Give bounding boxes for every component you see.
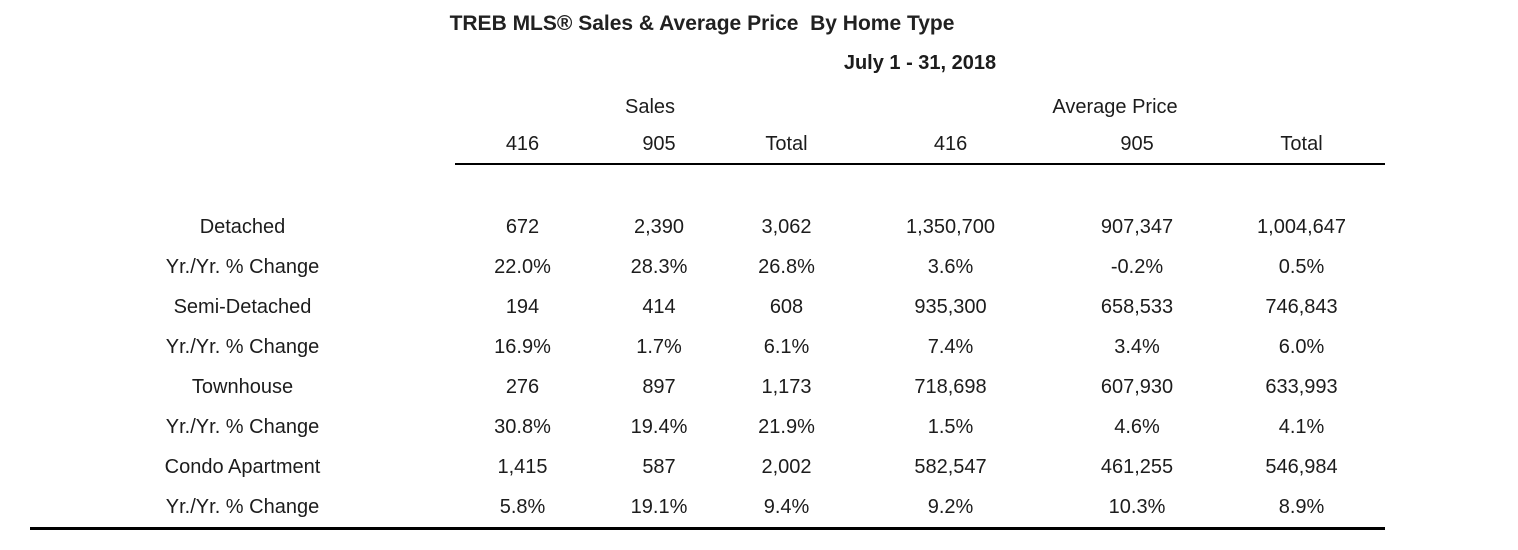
cell-sales-416: 16.9% bbox=[494, 335, 551, 358]
row-label: Yr./Yr. % Change bbox=[165, 415, 320, 438]
group-header-average-price: Average Price bbox=[1052, 95, 1178, 118]
empty-cell bbox=[30, 126, 455, 164]
row-label: Yr./Yr. % Change bbox=[30, 487, 455, 530]
cell-sales-total: 608 bbox=[769, 295, 804, 318]
table-row-townhouse: Townhouse 276 897 1,173 718,698 607,930 … bbox=[30, 367, 1385, 407]
cell-sales-416: 5.8% bbox=[455, 487, 590, 530]
cell-price-416: 7.4% bbox=[927, 335, 974, 358]
cell-price-total: 546,984 bbox=[1265, 455, 1338, 478]
cell-price-416: 1.5% bbox=[927, 415, 974, 438]
cell-sales-total: 3,062 bbox=[761, 215, 812, 238]
group-header-sales: Sales bbox=[624, 95, 676, 118]
cell-sales-905: 897 bbox=[642, 375, 676, 398]
cell-price-905: 4.6% bbox=[1114, 415, 1160, 438]
cell-price-905: 10.3% bbox=[1056, 487, 1219, 530]
empty-cell bbox=[30, 88, 455, 126]
table-row-semi-detached: Semi-Detached 194 414 608 935,300 658,53… bbox=[30, 287, 1385, 327]
cell-price-416: 9.2% bbox=[845, 487, 1057, 530]
cell-price-905: -0.2% bbox=[1110, 255, 1164, 278]
table-row-semi-detached-change: Yr./Yr. % Change 16.9% 1.7% 6.1% 7.4% 3.… bbox=[30, 327, 1385, 367]
table-row-detached: Detached 672 2,390 3,062 1,350,700 907,3… bbox=[30, 207, 1385, 247]
cell-sales-905: 28.3% bbox=[630, 255, 688, 278]
cell-sales-905: 1.7% bbox=[636, 335, 682, 358]
cell-price-416: 1,350,700 bbox=[906, 215, 995, 238]
cell-price-905: 907,347 bbox=[1100, 215, 1174, 238]
cell-sales-total: 26.8% bbox=[758, 255, 815, 278]
cell-sales-416: 30.8% bbox=[494, 415, 551, 438]
cell-sales-total: 9.4% bbox=[728, 487, 846, 530]
cell-price-total: 746,843 bbox=[1265, 295, 1338, 318]
cell-price-total: 8.9% bbox=[1218, 487, 1386, 530]
cell-price-416: 3.6% bbox=[927, 255, 974, 278]
cell-sales-416: 276 bbox=[505, 375, 540, 398]
table-row-condo-apartment: Condo Apartment 1,415 587 2,002 582,547 … bbox=[30, 447, 1385, 487]
empty-cell bbox=[30, 164, 1385, 207]
row-label: Detached bbox=[199, 215, 286, 238]
group-header-row: Sales Average Price bbox=[30, 88, 1385, 126]
spacer-row bbox=[30, 164, 1385, 207]
cell-sales-total: 2,002 bbox=[761, 455, 812, 478]
column-header-sales-total: Total bbox=[728, 126, 846, 165]
report-subtitle: July 1 - 31, 2018 bbox=[843, 52, 997, 74]
cell-price-416: 582,547 bbox=[914, 455, 987, 478]
cell-sales-905: 414 bbox=[642, 295, 676, 318]
sales-average-price-table: Sales Average Price 416 905 Total 416 90… bbox=[30, 88, 1386, 530]
cell-price-905: 461,255 bbox=[1100, 455, 1174, 478]
cell-price-905: 658,533 bbox=[1100, 295, 1174, 318]
cell-sales-416: 1,415 bbox=[497, 455, 548, 478]
table-row-townhouse-change: Yr./Yr. % Change 30.8% 19.4% 21.9% 1.5% … bbox=[30, 407, 1385, 447]
cell-sales-905: 19.4% bbox=[630, 415, 688, 438]
cell-price-416: 718,698 bbox=[914, 375, 987, 398]
row-label: Townhouse bbox=[191, 375, 294, 398]
row-label: Semi-Detached bbox=[173, 295, 312, 318]
table-row-condo-apartment-change: Yr./Yr. % Change 5.8% 19.1% 9.4% 9.2% 10… bbox=[30, 487, 1386, 530]
cell-sales-416: 22.0% bbox=[494, 255, 551, 278]
cell-sales-905: 2,390 bbox=[633, 215, 685, 238]
column-header-price-416: 416 bbox=[845, 126, 1057, 165]
column-header-sales-905: 905 bbox=[590, 126, 728, 165]
cell-sales-total: 21.9% bbox=[758, 415, 815, 438]
column-header-price-total: Total bbox=[1218, 126, 1386, 165]
cell-price-total: 0.5% bbox=[1278, 255, 1325, 278]
cell-price-905: 607,930 bbox=[1100, 375, 1174, 398]
report-title: TREB MLS® Sales & Average Price By Home … bbox=[449, 12, 955, 35]
cell-sales-total: 1,173 bbox=[761, 375, 812, 398]
cell-sales-total: 6.1% bbox=[763, 335, 810, 358]
cell-price-total: 6.0% bbox=[1278, 335, 1325, 358]
cell-price-416: 935,300 bbox=[914, 295, 987, 318]
column-header-row: 416 905 Total 416 905 Total bbox=[30, 126, 1386, 165]
cell-price-total: 633,993 bbox=[1265, 375, 1338, 398]
row-label: Condo Apartment bbox=[164, 455, 321, 478]
cell-price-total: 1,004,647 bbox=[1257, 215, 1347, 238]
column-header-sales-416: 416 bbox=[455, 126, 590, 165]
table-row-detached-change: Yr./Yr. % Change 22.0% 28.3% 26.8% 3.6% … bbox=[30, 247, 1385, 287]
cell-sales-416: 672 bbox=[505, 215, 540, 238]
row-label: Yr./Yr. % Change bbox=[165, 255, 320, 278]
cell-price-905: 3.4% bbox=[1114, 335, 1160, 358]
cell-sales-905: 19.1% bbox=[590, 487, 728, 530]
cell-sales-416: 194 bbox=[505, 295, 540, 318]
column-header-price-905: 905 bbox=[1056, 126, 1219, 165]
row-label: Yr./Yr. % Change bbox=[165, 335, 320, 358]
cell-sales-905: 587 bbox=[642, 455, 676, 478]
cell-price-total: 4.1% bbox=[1278, 415, 1325, 438]
